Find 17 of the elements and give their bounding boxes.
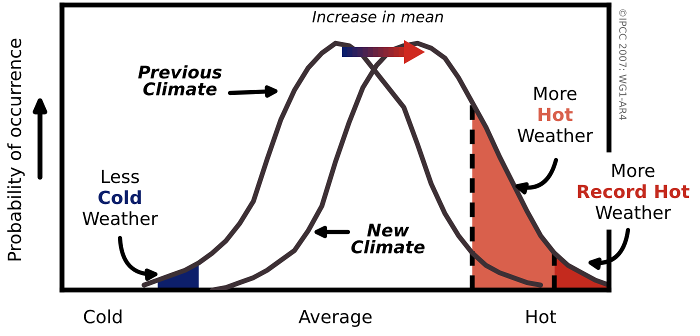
annotation: Weather <box>596 205 672 220</box>
annotation: Weather <box>518 128 594 142</box>
annotation: Previous Climate <box>138 65 222 96</box>
text: Increase in mean <box>312 10 443 22</box>
annotation: Less <box>102 170 139 184</box>
y-axis-title: Probability of occurrence <box>7 38 25 260</box>
text: ©IPCC 2007: WG1-AR4 <box>619 9 627 120</box>
annotation: Hot <box>538 108 573 122</box>
annotation: Record Hot <box>578 184 690 198</box>
annotation: New Climate <box>351 224 425 254</box>
x-tick-label: Cold <box>84 309 122 324</box>
annotation: More <box>534 86 576 100</box>
text: More <box>612 164 654 178</box>
annotation: Cold <box>98 190 141 204</box>
x-tick-label: Average <box>298 310 372 327</box>
annotation: Weather <box>82 211 158 226</box>
x-tick-label: Hot <box>526 310 556 324</box>
